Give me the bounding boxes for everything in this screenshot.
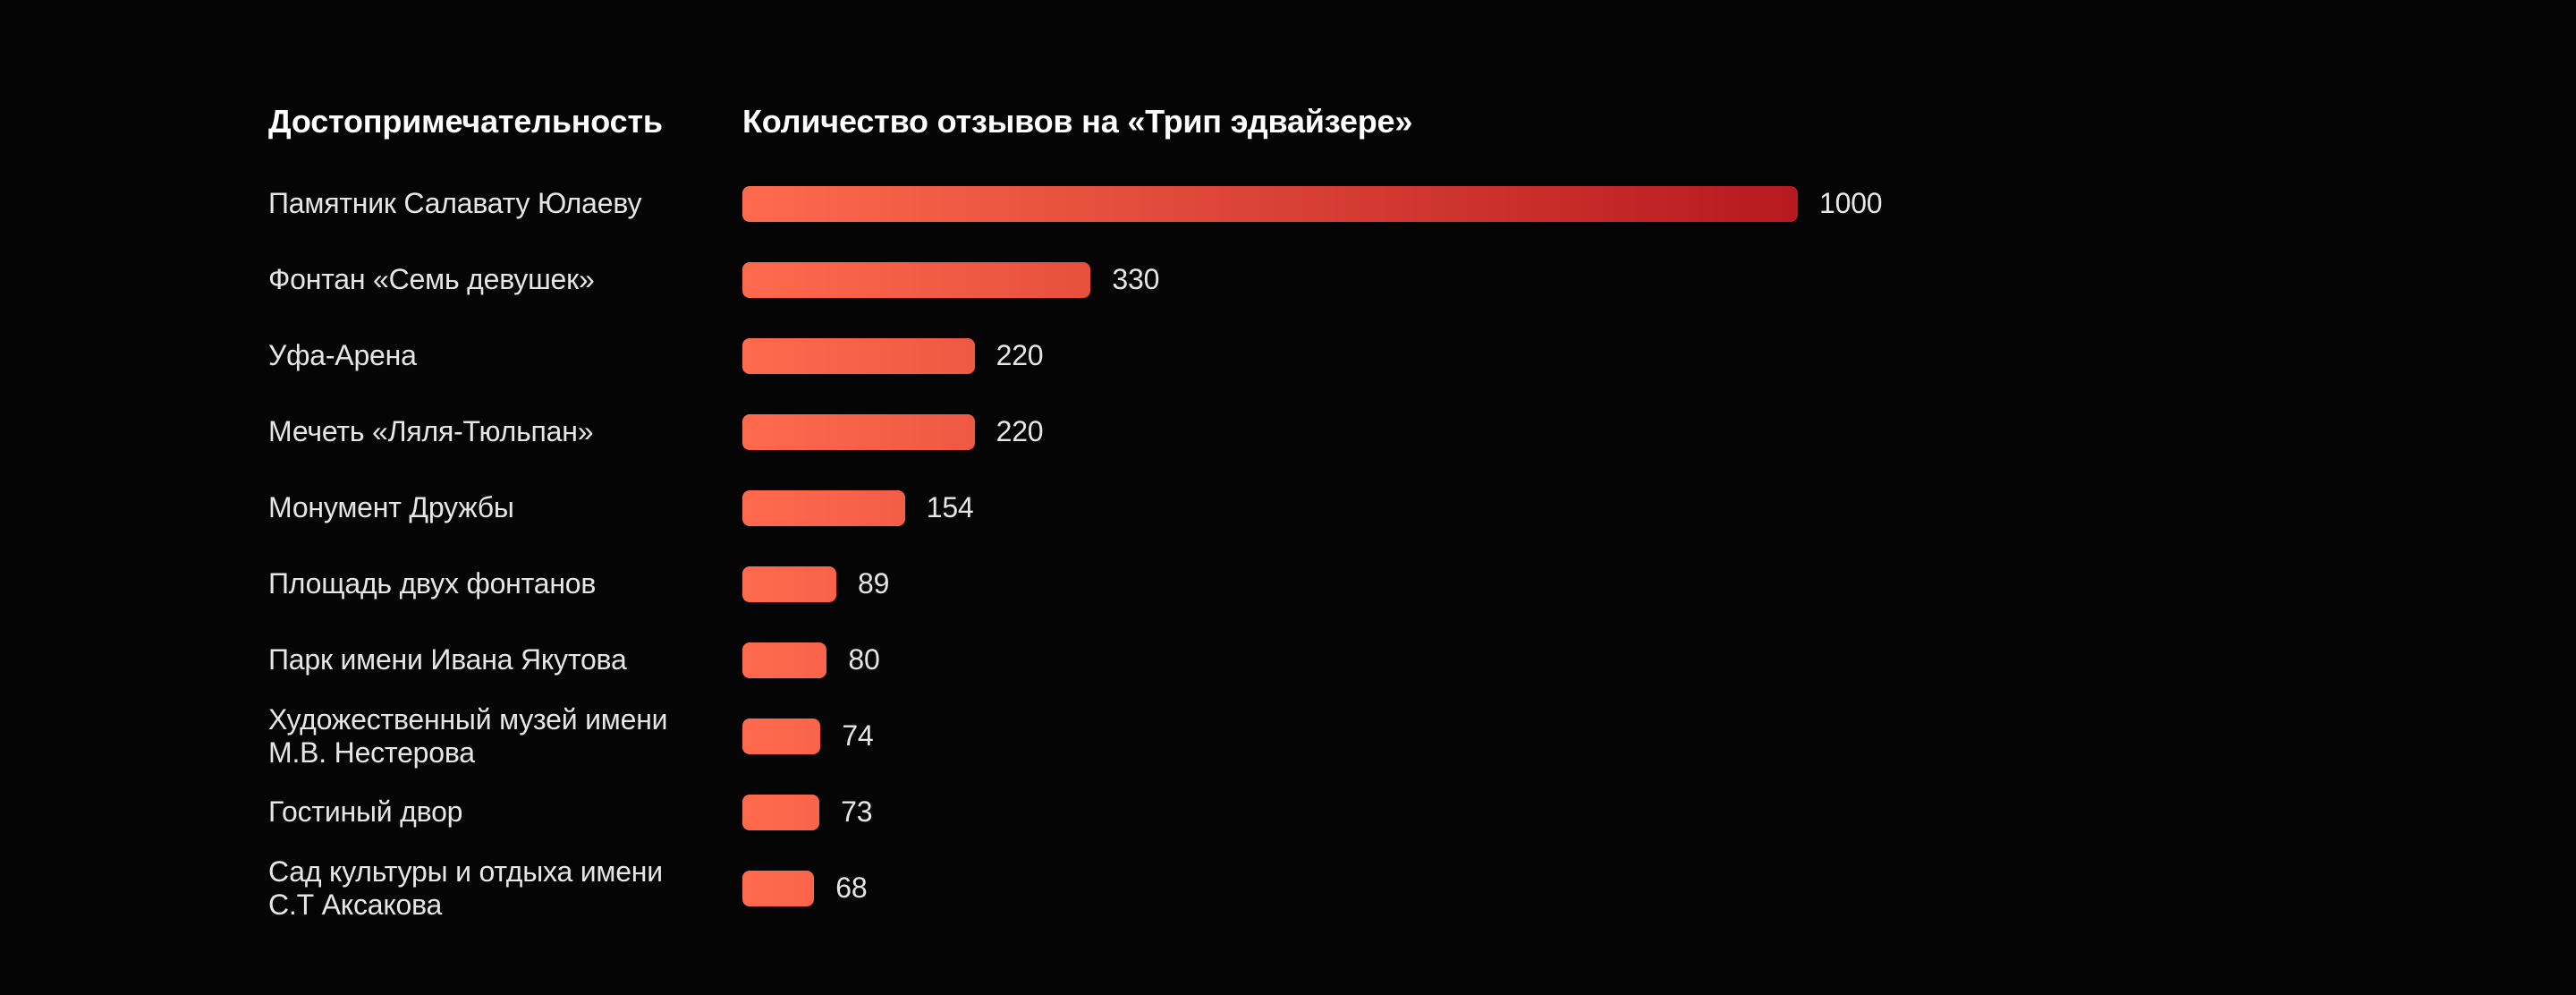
bar <box>742 719 820 754</box>
bar <box>742 186 1798 222</box>
bar-value: 220 <box>996 415 1044 448</box>
row-label: Памятник Салавату Юлаеву <box>268 187 742 220</box>
bar <box>742 338 975 374</box>
bar-value: 68 <box>835 872 867 905</box>
chart-row: Сад культуры и отдыха имени С.Т Аксакова… <box>268 850 2308 926</box>
row-label: Площадь двух фонтанов <box>268 567 742 600</box>
row-label: Монумент Дружбы <box>268 491 742 524</box>
bar-value: 154 <box>927 491 974 524</box>
chart-row: Художественный музей имени М.В. Нестеров… <box>268 698 2308 774</box>
reviews-bar-chart: Достопримечательность Количество отзывов… <box>268 103 2308 926</box>
bar-value: 1000 <box>1819 187 1882 220</box>
row-bar-cell: 73 <box>742 795 2308 830</box>
bar <box>742 414 975 450</box>
row-label: Уфа-Арена <box>268 339 742 372</box>
row-label: Художественный музей имени М.В. Нестеров… <box>268 703 742 770</box>
bar-value: 330 <box>1112 263 1159 296</box>
bar-value: 73 <box>841 795 872 829</box>
chart-headers: Достопримечательность Количество отзывов… <box>268 103 2308 140</box>
chart-row: Памятник Салавату Юлаеву 1000 <box>268 166 2308 242</box>
row-bar-cell: 154 <box>742 490 2308 526</box>
chart-rows: Памятник Салавату Юлаеву 1000 Фонтан «Семь… <box>268 166 2308 926</box>
bar-value: 80 <box>848 643 879 676</box>
chart-row: Уфа-Арена 220 <box>268 318 2308 394</box>
bar-value: 74 <box>842 719 873 753</box>
label-column-header: Достопримечательность <box>268 103 742 140</box>
row-bar-cell: 89 <box>742 566 2308 602</box>
row-label: Мечеть «Ляля-Тюльпан» <box>268 415 742 448</box>
bar <box>742 795 819 830</box>
row-label: Гостиный двор <box>268 795 742 829</box>
row-label: Парк имени Ивана Якутова <box>268 643 742 676</box>
bar <box>742 566 836 602</box>
row-label: Фонтан «Семь девушек» <box>268 263 742 296</box>
chart-row: Площадь двух фонтанов 89 <box>268 546 2308 622</box>
row-bar-cell: 68 <box>742 871 2308 906</box>
bar <box>742 871 814 906</box>
row-bar-cell: 220 <box>742 338 2308 374</box>
row-bar-cell: 1000 <box>742 186 2308 222</box>
bar-value: 220 <box>996 339 1044 372</box>
row-bar-cell: 220 <box>742 414 2308 450</box>
row-label: Сад культуры и отдыха имени С.Т Аксакова <box>268 855 742 922</box>
chart-row: Парк имени Ивана Якутова 80 <box>268 622 2308 698</box>
chart-row: Фонтан «Семь девушек» 330 <box>268 242 2308 318</box>
bar <box>742 262 1090 298</box>
row-bar-cell: 80 <box>742 642 2308 678</box>
chart-row: Монумент Дружбы 154 <box>268 470 2308 546</box>
bar <box>742 490 905 526</box>
chart-row: Мечеть «Ляля-Тюльпан» 220 <box>268 394 2308 470</box>
chart-row: Гостиный двор 73 <box>268 774 2308 850</box>
row-bar-cell: 330 <box>742 262 2308 298</box>
value-column-header: Количество отзывов на «Трип эдвайзере» <box>742 103 1412 140</box>
bar <box>742 642 826 678</box>
row-bar-cell: 74 <box>742 719 2308 754</box>
bar-value: 89 <box>858 567 889 600</box>
